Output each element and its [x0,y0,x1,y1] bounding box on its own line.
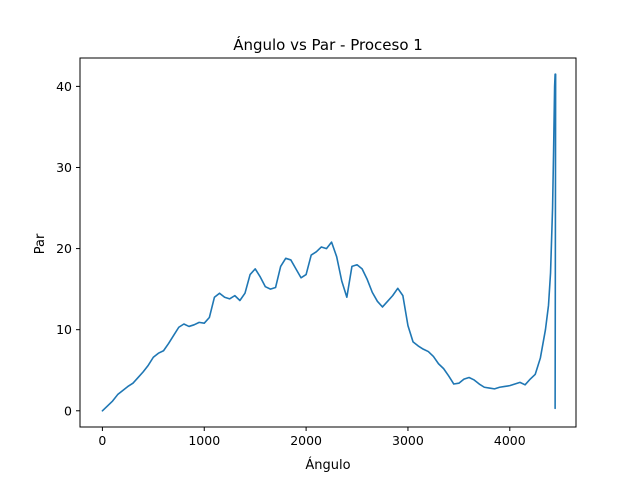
y-axis-label: Par [33,233,48,254]
x-tick-label: 2000 [290,433,322,448]
x-tick-label: 1000 [188,433,220,448]
chart-title: Ángulo vs Par - Proceso 1 [233,35,423,54]
y-tick-label: 0 [64,403,72,418]
x-tick-label: 4000 [494,433,526,448]
y-tick-label: 10 [56,322,72,337]
x-tick-label: 0 [98,433,106,448]
y-tick-label: 20 [56,241,72,256]
plot-frame [79,57,577,428]
x-axis: 0 1000 2000 3000 4000 [98,427,526,448]
y-tick-label: 30 [56,160,72,175]
plot-area [79,57,577,428]
x-tick-label: 3000 [392,433,424,448]
x-axis-label: Ángulo [305,457,350,473]
y-tick-label: 40 [56,79,72,94]
series-line-0 [101,73,557,412]
y-axis: 0 10 20 30 40 [56,79,80,418]
